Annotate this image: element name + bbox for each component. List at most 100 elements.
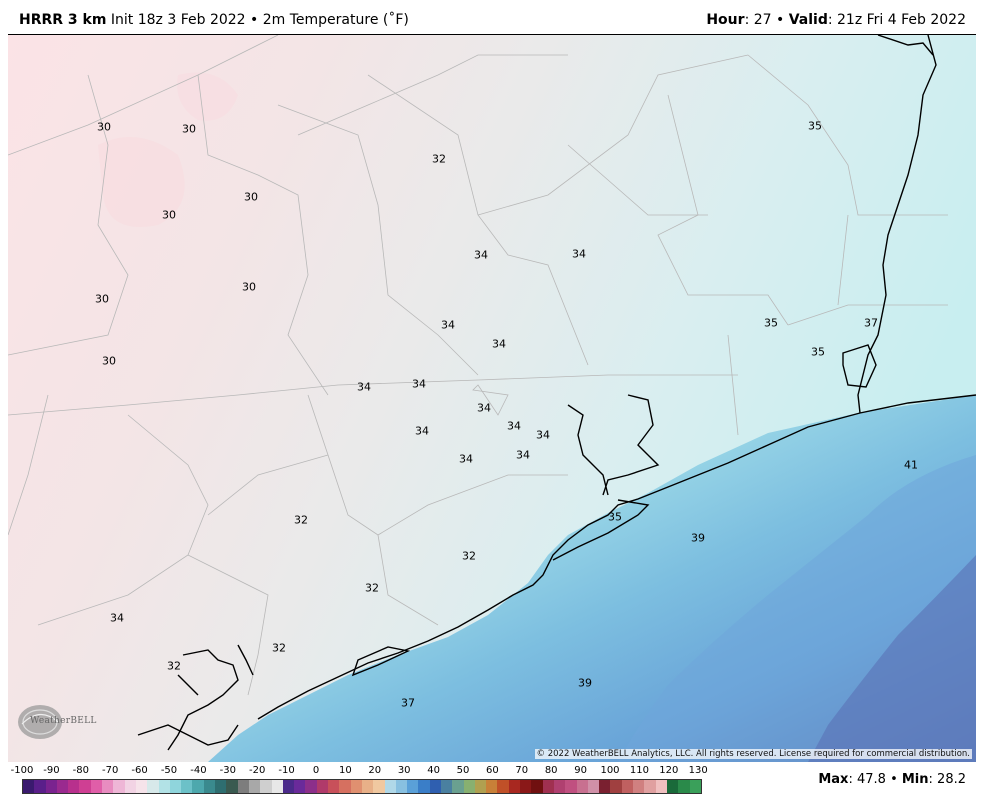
init-time: Init 18z 3 Feb 2022 xyxy=(110,12,246,28)
colorbar-tick-label: 60 xyxy=(486,765,499,776)
colorbar-segment xyxy=(565,780,577,793)
max-value: : 47.8 xyxy=(848,772,886,787)
colorbar-segment xyxy=(135,780,148,793)
temp-label: 30 xyxy=(97,120,111,134)
temp-label: 35 xyxy=(811,345,825,359)
colorbar-segment xyxy=(407,780,419,793)
colorbar-segment xyxy=(113,780,125,793)
colorbar-tick-label: 80 xyxy=(544,765,558,776)
colorbar-segment xyxy=(633,780,645,793)
colorbar-segment xyxy=(553,780,566,793)
header-bar: HRRR 3 km Init 18z 3 Feb 2022 • 2m Tempe… xyxy=(0,0,984,34)
colorbar-segment xyxy=(463,780,475,793)
colorbar-segment xyxy=(542,780,554,793)
logo-globe-icon xyxy=(18,705,62,739)
colorbar-segment xyxy=(644,780,656,793)
temp-label: 37 xyxy=(401,696,415,710)
colorbar-tick-label: -10 xyxy=(278,765,295,776)
colorbar-segment xyxy=(147,780,159,793)
temp-label: 41 xyxy=(904,458,918,472)
stats-separator: • xyxy=(890,772,898,787)
temp-label: 34 xyxy=(110,611,124,625)
colorbar-segment xyxy=(418,780,430,793)
cold-patch-2 xyxy=(177,72,238,121)
colorbar-tick-label: 30 xyxy=(397,765,411,776)
colorbar-segment xyxy=(192,780,204,793)
colorbar-segment xyxy=(215,780,227,793)
valid-label: Valid xyxy=(788,12,828,28)
colorbar-segment xyxy=(102,780,114,793)
colorbar-segment xyxy=(79,780,91,793)
colorbar-tick-label: -30 xyxy=(219,765,236,776)
temperature-map: 30 30 30 30 30 30 30 32 34 34 34 34 34 3… xyxy=(8,34,976,762)
colorbar-segment xyxy=(124,780,136,793)
temp-label: 34 xyxy=(492,337,506,351)
colorbar-tick-label: -50 xyxy=(160,765,178,776)
temp-label: 34 xyxy=(477,401,491,415)
colorbar-segment xyxy=(655,780,667,793)
temp-label: 30 xyxy=(162,208,176,222)
colorbar xyxy=(22,779,702,794)
colorbar-segment xyxy=(520,780,532,793)
temp-label: 34 xyxy=(412,377,426,391)
colorbar-tick-label: -40 xyxy=(190,765,207,776)
colorbar-segment xyxy=(90,780,103,793)
colorbar-segment xyxy=(395,780,408,793)
colorbar-segment xyxy=(497,780,509,793)
colorbar-segment xyxy=(260,780,272,793)
colorbar-tick-label: 70 xyxy=(515,765,529,776)
min-value: : 28.2 xyxy=(928,772,966,787)
header-separator: • xyxy=(250,12,259,28)
colorbar-tick-label: -100 xyxy=(10,765,34,776)
colorbar-segment xyxy=(440,780,453,793)
temp-label: 30 xyxy=(182,122,196,136)
temp-label: 30 xyxy=(95,292,109,306)
temp-label: 39 xyxy=(691,531,705,545)
colorbar-segment xyxy=(282,780,295,793)
colorbar-segment xyxy=(316,780,329,793)
temp-label: 32 xyxy=(365,581,379,595)
colorbar-segment xyxy=(474,780,487,793)
temp-label: 30 xyxy=(102,354,116,368)
ocean-band-2 xyxy=(808,555,976,762)
temp-label: 34 xyxy=(415,424,429,438)
colorbar-segment xyxy=(56,780,69,793)
colorbar-tick-label: 110 xyxy=(629,765,649,776)
colorbar-segment xyxy=(576,780,588,793)
temp-label: 34 xyxy=(474,248,488,262)
colorbar-tick-label: -20 xyxy=(249,765,266,776)
colorbar-tick-label: -60 xyxy=(131,765,148,776)
temp-label: 35 xyxy=(764,316,778,330)
max-min-stats: Max: 47.8 • Min: 28.2 xyxy=(818,772,966,787)
colorbar-segment xyxy=(666,780,679,793)
colorbar-segment xyxy=(237,780,249,793)
temp-label: 34 xyxy=(536,428,550,442)
temp-label: 32 xyxy=(272,641,286,655)
temp-label: 34 xyxy=(507,419,521,433)
temp-label: 34 xyxy=(441,318,455,332)
colorbar-segment xyxy=(203,780,216,793)
colorbar-segment xyxy=(678,780,690,793)
coastline xyxy=(137,35,976,751)
temp-label: 39 xyxy=(578,676,592,690)
temp-label: 32 xyxy=(167,659,181,673)
colorbar-segment xyxy=(248,780,261,793)
colorbar-tick-label: 0 xyxy=(312,765,320,776)
temp-label: 37 xyxy=(864,316,878,330)
colorbar-tick-label: 120 xyxy=(659,765,679,776)
hour-value: : 27 xyxy=(744,12,772,28)
colorbar-segment xyxy=(158,780,170,793)
colorbar-tick-label: 50 xyxy=(456,765,470,776)
colorbar-segment xyxy=(294,780,306,793)
temp-label: 34 xyxy=(459,452,473,466)
colorbar-segment xyxy=(68,780,80,793)
colorbar-segment xyxy=(508,780,521,793)
colorbar-segment xyxy=(339,780,351,793)
colorbar-tick-label: -70 xyxy=(102,765,119,776)
colorbar-tick-label: 90 xyxy=(574,765,587,776)
colorbar-segment xyxy=(305,780,317,793)
max-label: Max xyxy=(818,772,849,787)
colorbar-segment xyxy=(531,780,543,793)
temp-label: 32 xyxy=(432,152,446,166)
colorbar-tick-label: 10 xyxy=(339,765,352,776)
